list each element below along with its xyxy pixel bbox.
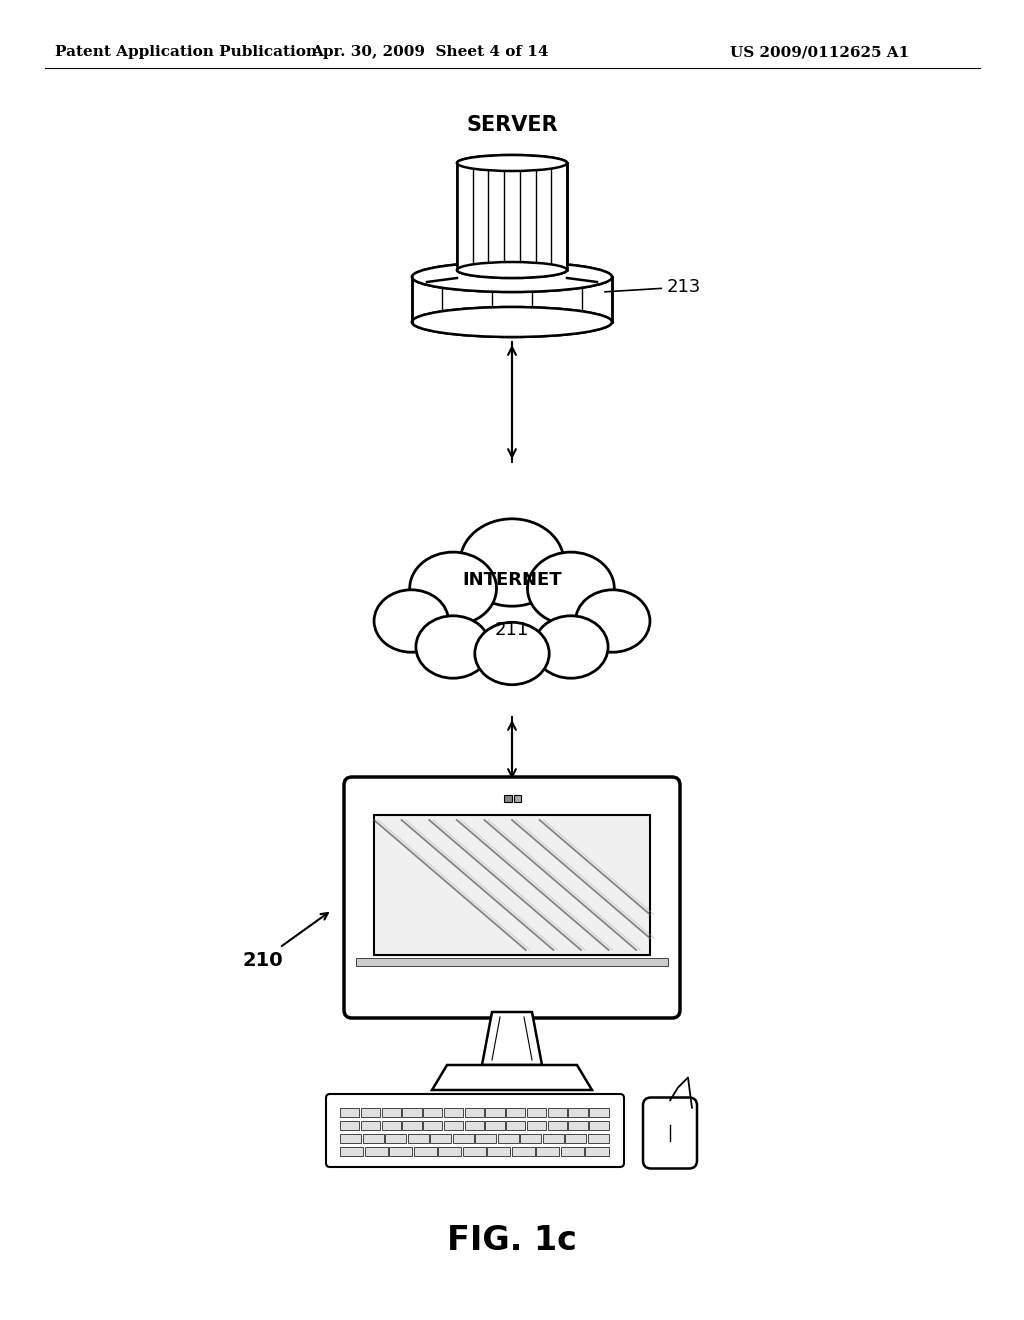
Bar bbox=[340, 1121, 359, 1130]
Bar bbox=[506, 1121, 525, 1130]
Bar bbox=[498, 1134, 518, 1143]
Ellipse shape bbox=[412, 261, 612, 292]
Bar bbox=[360, 1121, 380, 1130]
Bar bbox=[423, 1121, 442, 1130]
Ellipse shape bbox=[457, 261, 567, 279]
Bar bbox=[382, 1107, 400, 1117]
Bar bbox=[565, 1134, 586, 1143]
Bar bbox=[356, 958, 668, 966]
Text: US 2009/0112625 A1: US 2009/0112625 A1 bbox=[730, 45, 909, 59]
Ellipse shape bbox=[460, 519, 564, 606]
Bar bbox=[561, 1147, 584, 1156]
Bar bbox=[360, 1107, 380, 1117]
Bar bbox=[340, 1147, 364, 1156]
Ellipse shape bbox=[412, 308, 612, 337]
Bar bbox=[423, 1107, 442, 1117]
Bar bbox=[443, 1121, 463, 1130]
FancyBboxPatch shape bbox=[344, 777, 680, 1018]
Ellipse shape bbox=[475, 622, 549, 685]
Bar bbox=[537, 1147, 559, 1156]
Bar bbox=[465, 1121, 484, 1130]
Ellipse shape bbox=[534, 616, 608, 678]
Bar bbox=[463, 1147, 485, 1156]
FancyBboxPatch shape bbox=[413, 279, 611, 321]
Ellipse shape bbox=[457, 261, 567, 279]
Text: SERVER: SERVER bbox=[466, 115, 558, 135]
Bar bbox=[527, 1121, 546, 1130]
FancyBboxPatch shape bbox=[458, 165, 566, 273]
Polygon shape bbox=[482, 1012, 542, 1065]
Text: FIG. 1c: FIG. 1c bbox=[447, 1224, 577, 1257]
Bar bbox=[588, 1134, 608, 1143]
Bar bbox=[506, 1107, 525, 1117]
Bar bbox=[438, 1147, 461, 1156]
Bar bbox=[548, 1121, 567, 1130]
Bar bbox=[543, 1134, 563, 1143]
Bar bbox=[514, 795, 521, 803]
Text: 211: 211 bbox=[495, 620, 529, 639]
FancyBboxPatch shape bbox=[643, 1097, 697, 1168]
Bar bbox=[443, 1107, 463, 1117]
Bar bbox=[382, 1121, 400, 1130]
Bar bbox=[520, 1134, 541, 1143]
Bar bbox=[385, 1134, 406, 1143]
Text: 210: 210 bbox=[242, 913, 328, 969]
Bar bbox=[402, 1107, 422, 1117]
Ellipse shape bbox=[410, 552, 497, 624]
Bar bbox=[485, 1121, 505, 1130]
Text: INTERNET: INTERNET bbox=[462, 572, 562, 589]
Bar bbox=[589, 1107, 608, 1117]
Bar bbox=[568, 1107, 588, 1117]
Bar bbox=[374, 814, 650, 954]
Bar bbox=[548, 1107, 567, 1117]
Bar bbox=[586, 1147, 608, 1156]
Bar bbox=[485, 1107, 505, 1117]
Bar bbox=[362, 1134, 384, 1143]
Bar bbox=[389, 1147, 412, 1156]
Bar bbox=[527, 1107, 546, 1117]
Bar bbox=[589, 1121, 608, 1130]
Ellipse shape bbox=[374, 590, 449, 652]
Text: Apr. 30, 2009  Sheet 4 of 14: Apr. 30, 2009 Sheet 4 of 14 bbox=[311, 45, 549, 59]
Text: 213: 213 bbox=[605, 279, 701, 296]
Ellipse shape bbox=[527, 552, 614, 624]
Bar bbox=[340, 1134, 361, 1143]
Bar bbox=[475, 1134, 496, 1143]
Text: Patent Application Publication: Patent Application Publication bbox=[55, 45, 317, 59]
Ellipse shape bbox=[412, 261, 612, 292]
Bar bbox=[512, 1147, 535, 1156]
Bar bbox=[402, 1121, 422, 1130]
Bar bbox=[465, 1107, 484, 1117]
Ellipse shape bbox=[416, 616, 490, 678]
Polygon shape bbox=[432, 1065, 592, 1090]
Ellipse shape bbox=[357, 478, 667, 711]
Bar bbox=[430, 1134, 451, 1143]
Bar bbox=[408, 1134, 428, 1143]
Ellipse shape bbox=[575, 590, 650, 652]
Bar bbox=[414, 1147, 436, 1156]
Ellipse shape bbox=[457, 154, 567, 172]
Bar bbox=[340, 1107, 359, 1117]
Bar bbox=[453, 1134, 473, 1143]
Bar bbox=[487, 1147, 510, 1156]
Bar bbox=[365, 1147, 388, 1156]
Bar bbox=[504, 795, 512, 803]
Ellipse shape bbox=[457, 154, 567, 172]
Bar bbox=[568, 1121, 588, 1130]
Ellipse shape bbox=[412, 308, 612, 337]
FancyBboxPatch shape bbox=[326, 1094, 624, 1167]
